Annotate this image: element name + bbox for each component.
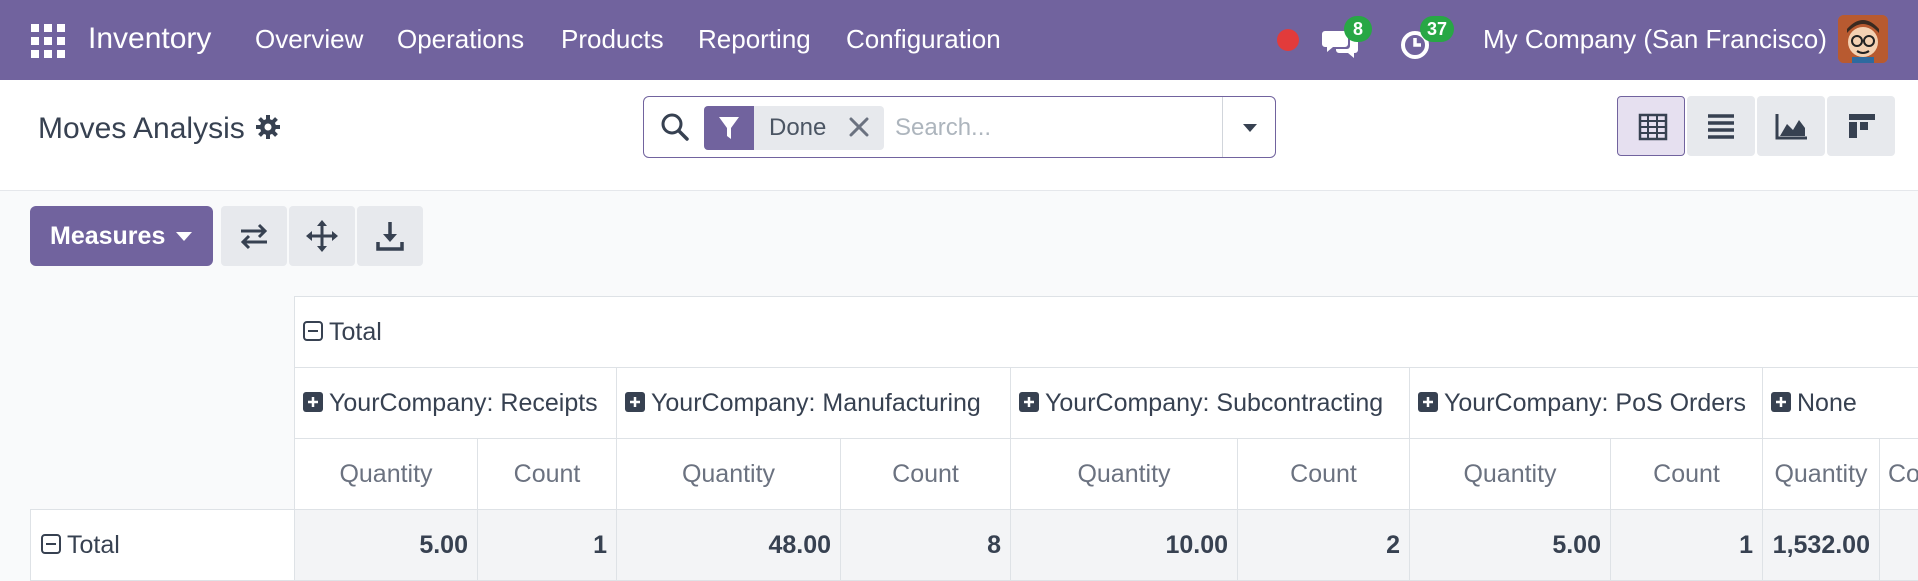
pivot-group-label: YourCompany: Receipts bbox=[329, 389, 598, 417]
activities-badge: 37 bbox=[1420, 16, 1454, 42]
record-indicator-icon[interactable] bbox=[1277, 29, 1299, 51]
pivot-group-receipts[interactable]: YourCompany: Receipts bbox=[294, 367, 617, 439]
collapse-icon bbox=[41, 534, 61, 555]
measure-header-quantity[interactable]: Quantity bbox=[1762, 438, 1880, 510]
activities-button[interactable]: 37 bbox=[1398, 16, 1458, 62]
pivot-cell[interactable]: 1 bbox=[1610, 509, 1763, 581]
pivot-group-manufacturing[interactable]: YourCompany: Manufacturing bbox=[616, 367, 1011, 439]
pivot-cell[interactable]: 5.00 bbox=[1409, 509, 1611, 581]
app-grid-icon[interactable] bbox=[31, 24, 65, 58]
search-options-toggle[interactable] bbox=[1222, 97, 1277, 157]
expand-icon bbox=[1418, 392, 1438, 413]
collapse-icon bbox=[303, 321, 323, 342]
messages-badge: 8 bbox=[1344, 16, 1372, 42]
download-button[interactable] bbox=[357, 206, 423, 266]
graph-view-button[interactable] bbox=[1757, 96, 1825, 156]
company-switcher[interactable]: My Company (San Francisco) bbox=[1483, 24, 1827, 54]
pivot-col-total-label: Total bbox=[329, 318, 382, 346]
filter-facet: Done bbox=[704, 106, 884, 150]
search-bar: Done bbox=[643, 96, 1276, 158]
download-icon bbox=[376, 222, 404, 251]
measure-header-count[interactable]: Count bbox=[840, 438, 1011, 510]
caret-down-icon bbox=[176, 232, 192, 241]
pivot-cell[interactable]: 5.00 bbox=[294, 509, 478, 581]
pivot-group-label: None bbox=[1797, 389, 1857, 417]
pivot-group-label: YourCompany: Subcontracting bbox=[1045, 389, 1384, 417]
cohort-view-button[interactable] bbox=[1827, 96, 1895, 156]
list-view-button[interactable] bbox=[1687, 96, 1755, 156]
measure-header-quantity[interactable]: Quantity bbox=[1409, 438, 1611, 510]
menu-products[interactable]: Products bbox=[561, 24, 664, 54]
user-avatar[interactable] bbox=[1838, 15, 1888, 63]
pivot-group-none[interactable]: None bbox=[1762, 367, 1918, 439]
expand-icon bbox=[303, 392, 323, 413]
pivot-cell[interactable]: 1,532.00 bbox=[1762, 509, 1880, 581]
pivot-group-pos-orders[interactable]: YourCompany: PoS Orders bbox=[1409, 367, 1763, 439]
pivot-group-label: YourCompany: PoS Orders bbox=[1444, 389, 1747, 417]
app-name[interactable]: Inventory bbox=[88, 22, 212, 55]
measure-header-quantity[interactable]: Quantity bbox=[294, 438, 478, 510]
expand-icon bbox=[1019, 392, 1039, 413]
expand-all-button[interactable] bbox=[289, 206, 355, 266]
facet-label: Done bbox=[769, 114, 827, 141]
gear-icon[interactable] bbox=[255, 114, 281, 140]
pivot-cell[interactable]: 8 bbox=[840, 509, 1011, 581]
pivot-group-subcontracting[interactable]: YourCompany: Subcontracting bbox=[1010, 367, 1410, 439]
clock-icon bbox=[1401, 31, 1429, 59]
pivot-cell[interactable]: 10.00 bbox=[1010, 509, 1238, 581]
list-icon bbox=[1708, 114, 1734, 139]
measure-header-count[interactable]: Count bbox=[477, 438, 617, 510]
page-title: Moves Analysis bbox=[38, 112, 245, 145]
chat-icon bbox=[1322, 31, 1358, 58]
table-icon bbox=[1638, 113, 1668, 141]
measure-header-count-partial[interactable]: Co bbox=[1879, 438, 1918, 510]
menu-operations[interactable]: Operations bbox=[397, 24, 525, 54]
pivot-group-label: YourCompany: Manufacturing bbox=[651, 389, 981, 417]
expand-icon bbox=[625, 392, 645, 413]
measure-header-count[interactable]: Count bbox=[1610, 438, 1763, 510]
pivot-cell[interactable]: 1 bbox=[477, 509, 617, 581]
measures-label: Measures bbox=[50, 222, 166, 250]
measure-header-count[interactable]: Count bbox=[1237, 438, 1410, 510]
menu-configuration[interactable]: Configuration bbox=[846, 24, 1001, 54]
measure-header-quantity[interactable]: Quantity bbox=[616, 438, 841, 510]
pivot-row-total-header[interactable]: Total bbox=[30, 509, 295, 581]
pivot-cell[interactable] bbox=[1879, 509, 1918, 581]
expand-icon bbox=[1771, 392, 1791, 413]
exchange-icon bbox=[240, 223, 268, 250]
measure-header-quantity[interactable]: Quantity bbox=[1010, 438, 1238, 510]
pivot-corner bbox=[30, 296, 295, 510]
remove-facet-icon[interactable] bbox=[846, 114, 872, 140]
arrows-icon bbox=[306, 220, 338, 252]
messages-button[interactable]: 8 bbox=[1318, 16, 1372, 62]
search-input[interactable] bbox=[893, 105, 1207, 151]
pivot-col-total-header[interactable]: Total bbox=[294, 296, 1918, 368]
measures-dropdown[interactable]: Measures bbox=[30, 206, 213, 266]
filter-icon bbox=[704, 106, 754, 150]
search-icon[interactable] bbox=[660, 112, 690, 142]
flip-axis-button[interactable] bbox=[221, 206, 287, 266]
pivot-cell[interactable]: 2 bbox=[1237, 509, 1410, 581]
caret-down-icon bbox=[1243, 124, 1257, 132]
menu-reporting[interactable]: Reporting bbox=[698, 24, 811, 54]
pivot-row-total-label: Total bbox=[67, 531, 120, 559]
top-navbar: Inventory Overview Operations Products R… bbox=[0, 0, 1918, 80]
cohort-icon bbox=[1849, 114, 1875, 138]
pivot-view-button[interactable] bbox=[1617, 96, 1685, 156]
menu-overview[interactable]: Overview bbox=[255, 24, 364, 54]
area-chart-icon bbox=[1775, 114, 1807, 140]
pivot-cell[interactable]: 48.00 bbox=[616, 509, 841, 581]
